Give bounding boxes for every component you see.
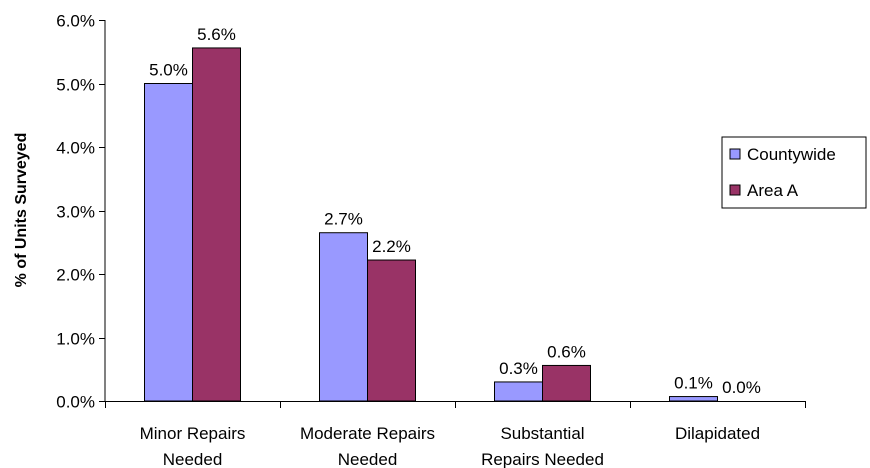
- bar: [494, 381, 543, 402]
- bar-data-label: 0.1%: [674, 374, 713, 393]
- legend-box: [721, 136, 867, 209]
- bar-data-label: 0.3%: [499, 359, 538, 378]
- y-axis: 0.0% 1.0% 2.0% 3.0% 4.0% 5.0% 6.0%: [56, 12, 106, 412]
- x-category-label: Moderate Repairs Needed: [300, 424, 435, 468]
- y-tick-label: 3.0%: [56, 203, 95, 222]
- legend: Countywide Area A: [721, 136, 867, 209]
- bar: [367, 259, 416, 402]
- x-category-label: Dilapidated: [675, 424, 760, 443]
- bar-data-label: 0.6%: [547, 342, 586, 361]
- legend-swatch: [729, 184, 741, 196]
- y-tick-label: 0.0%: [56, 393, 95, 412]
- y-tick-label: 4.0%: [56, 139, 95, 158]
- legend-label: Area A: [747, 181, 799, 200]
- bar-data-label: 2.7%: [324, 210, 363, 229]
- bar-data-label: 0.0%: [722, 378, 761, 397]
- bar-data-label: 5.6%: [197, 25, 236, 44]
- legend-swatch: [729, 148, 741, 160]
- x-category-label: Minor Repairs Needed: [140, 424, 246, 468]
- legend-label: Countywide: [747, 145, 836, 164]
- bar: [192, 47, 241, 402]
- y-tick-label: 6.0%: [56, 12, 95, 31]
- x-category-label: Substantial Repairs Needed: [481, 424, 604, 468]
- bar: [144, 83, 193, 402]
- y-tick-label: 2.0%: [56, 266, 95, 285]
- y-axis-title: % of Units Surveyed: [13, 133, 30, 288]
- bar-data-label: 2.2%: [372, 237, 411, 256]
- y-tick-label: 5.0%: [56, 76, 95, 95]
- y-tick-label: 1.0%: [56, 330, 95, 349]
- bar: [669, 396, 718, 402]
- bar: [319, 232, 368, 402]
- bar: [542, 364, 591, 402]
- x-axis: Minor Repairs Needed Moderate Repairs Neede…: [105, 401, 806, 468]
- data-labels: 5.0% 5.6% 2.7% 2.2% 0.3% 0.6% 0.1% 0.0%: [149, 25, 761, 397]
- bars: [144, 47, 718, 402]
- bar-data-label: 5.0%: [149, 61, 188, 80]
